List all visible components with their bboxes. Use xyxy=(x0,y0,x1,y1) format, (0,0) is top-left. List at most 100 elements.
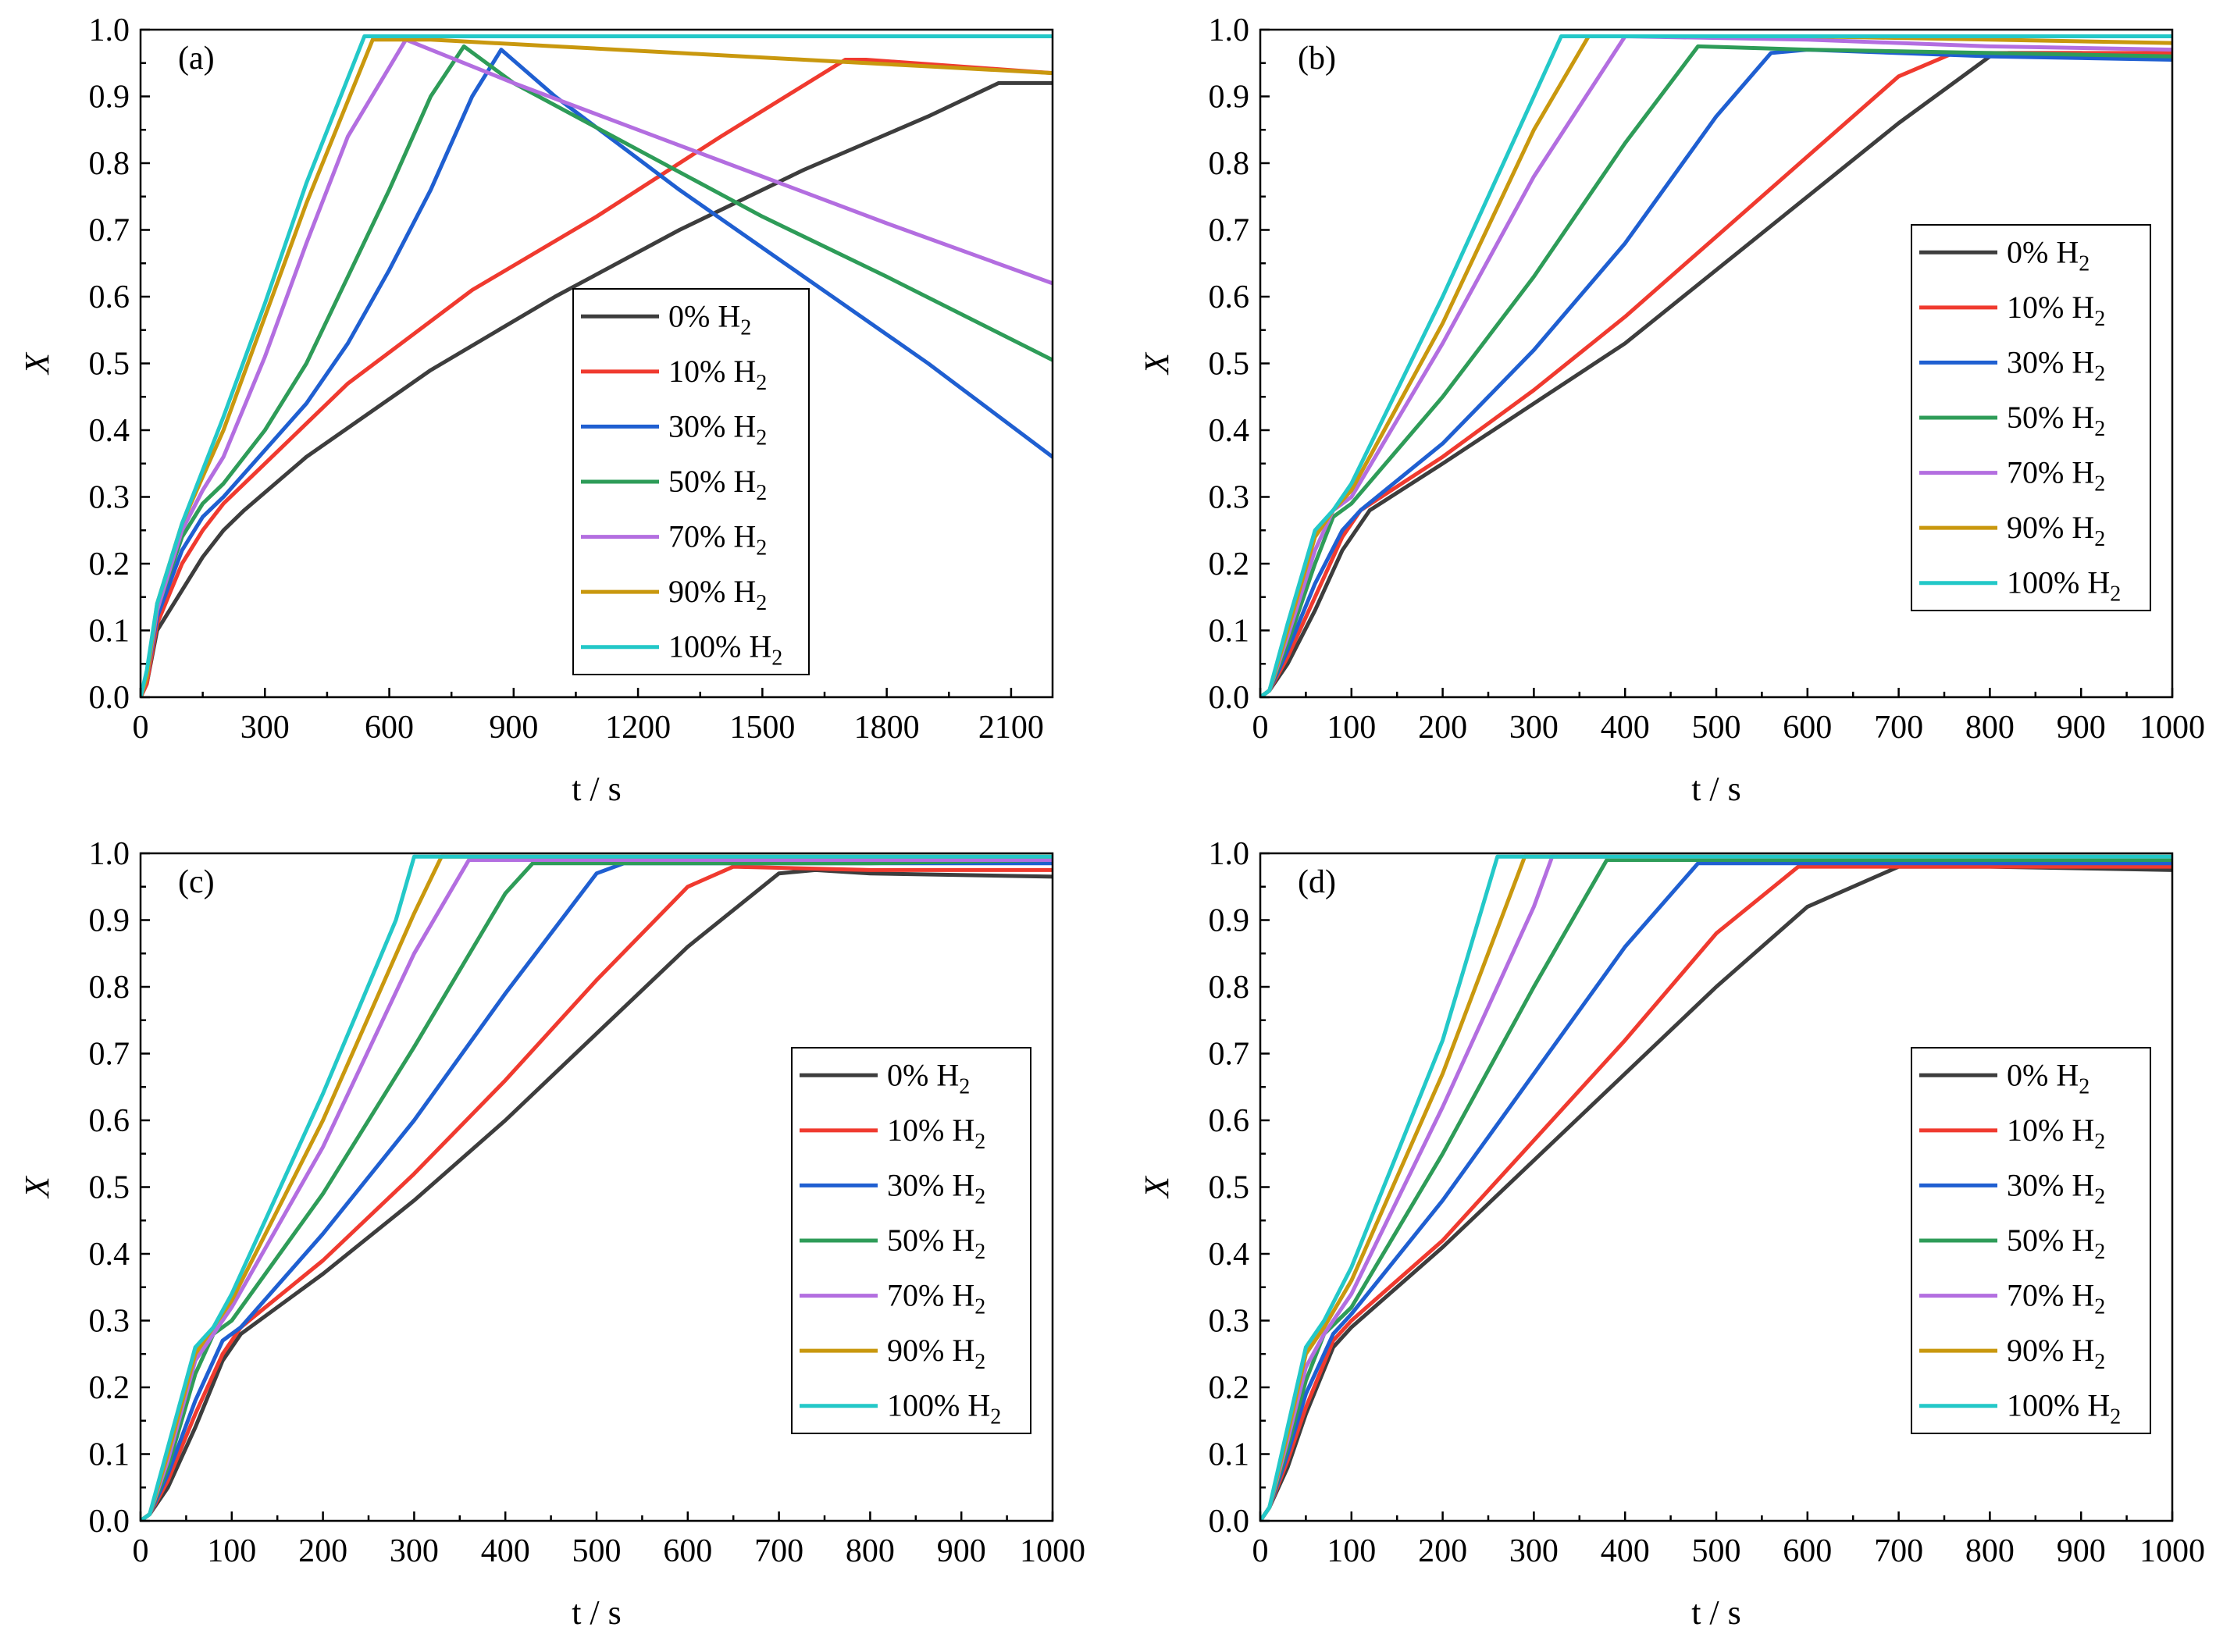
x-axis-label: t / s xyxy=(572,770,622,808)
series-line xyxy=(141,58,1053,697)
y-tick-label: 1.0 xyxy=(89,836,130,872)
legend-entry: 30% H2 xyxy=(2007,1167,2105,1209)
legend-label: 10% H xyxy=(2007,1113,2094,1148)
y-tick-label: 0.4 xyxy=(89,1237,130,1273)
y-tick-label: 0.6 xyxy=(89,1103,130,1139)
x-tick-label: 600 xyxy=(1783,710,1832,746)
x-tick-label: 800 xyxy=(1965,1533,2015,1569)
legend-label: 100% H xyxy=(2007,1388,2110,1423)
x-tick-label: 1000 xyxy=(2139,1533,2205,1569)
legend-entry: 90% H2 xyxy=(887,1333,985,1374)
y-tick-label: 0.8 xyxy=(1209,146,1250,182)
legend-entry: 30% H2 xyxy=(2007,344,2105,386)
legend-entry: 0% H2 xyxy=(887,1057,970,1098)
legend-subscript: 2 xyxy=(2094,417,2105,441)
series-line xyxy=(141,854,1053,1521)
legend-entry: 0% H2 xyxy=(2007,1057,2090,1098)
legend-entry: 10% H2 xyxy=(2007,1113,2105,1154)
legend-subscript: 2 xyxy=(740,315,751,340)
legend-label: 90% H xyxy=(2007,510,2094,545)
x-tick-label: 0 xyxy=(1252,1533,1269,1569)
y-tick-label: 0.5 xyxy=(89,1170,130,1206)
legend-label: 90% H xyxy=(2007,1333,2094,1368)
y-tick-label: 0.2 xyxy=(89,547,130,582)
legend-label: 30% H xyxy=(887,1167,974,1202)
legend-entry: 70% H2 xyxy=(887,1278,985,1319)
series-line xyxy=(1260,34,2172,697)
chart-panel: 0 100 200 300 400 500 600 700 800 900 1000 0.0 0.1 0.… xyxy=(18,836,1085,1632)
x-tick-label: 700 xyxy=(1874,710,1923,746)
legend-label: 100% H xyxy=(2007,565,2110,600)
legend-label: 0% H xyxy=(887,1057,959,1092)
legend-subscript: 2 xyxy=(2110,582,2121,607)
panel-tag: (a) xyxy=(178,41,215,77)
y-tick-label: 0.9 xyxy=(89,903,130,939)
series-line xyxy=(1260,44,2172,697)
y-tick-label: 0.7 xyxy=(1209,213,1250,249)
y-tick-label: 0.1 xyxy=(1209,614,1250,650)
legend-subscript: 2 xyxy=(2094,472,2105,497)
y-tick-label: 0.2 xyxy=(1209,1370,1250,1406)
x-tick-label: 700 xyxy=(1874,1533,1923,1569)
series-line xyxy=(1260,864,2172,1521)
x-tick-label: 0 xyxy=(1252,710,1269,746)
y-tick-label: 0.7 xyxy=(1209,1037,1250,1073)
legend-label: 0% H xyxy=(2007,234,2079,269)
panel-tag: (d) xyxy=(1298,864,1336,900)
x-tick-label: 0 xyxy=(133,710,149,746)
legend-label: 30% H xyxy=(2007,344,2094,379)
series-line xyxy=(141,864,1053,1521)
x-tick-label: 400 xyxy=(481,1533,530,1569)
legend-entry: 90% H2 xyxy=(2007,1333,2105,1374)
x-tick-label: 200 xyxy=(1418,710,1467,746)
legend-label: 0% H xyxy=(2007,1057,2079,1092)
y-axis-label: X xyxy=(18,351,56,376)
legend-subscript: 2 xyxy=(974,1240,985,1264)
x-tick-label: 400 xyxy=(1601,1533,1650,1569)
x-tick-label: 500 xyxy=(1692,710,1741,746)
series-line xyxy=(1260,854,2172,1521)
series-line xyxy=(141,48,1053,697)
legend-label: 90% H xyxy=(887,1333,974,1368)
legend-label: 10% H xyxy=(887,1113,974,1148)
y-tick-label: 0.4 xyxy=(89,413,130,449)
legend-entry: 90% H2 xyxy=(2007,510,2105,551)
x-tick-label: 300 xyxy=(1509,1533,1559,1569)
y-tick-label: 0.0 xyxy=(89,1504,130,1540)
series-group xyxy=(141,854,1053,1521)
legend-entry: 10% H2 xyxy=(2007,290,2105,331)
y-tick-label: 0.8 xyxy=(89,146,130,182)
y-tick-label: 0.3 xyxy=(1209,1304,1250,1340)
x-tick-label: 1000 xyxy=(2139,710,2205,746)
y-tick-label: 0.1 xyxy=(1209,1437,1250,1473)
y-tick-label: 0.6 xyxy=(89,279,130,315)
x-tick-label: 800 xyxy=(846,1533,895,1569)
series-line xyxy=(1260,864,2172,1521)
chart-panel: 0 100 200 300 400 500 600 700 800 900 1000 0.0 0.1 0.… xyxy=(1138,836,2205,1632)
x-tick-label: 2100 xyxy=(978,710,1044,746)
y-tick-label: 0.3 xyxy=(89,480,130,516)
legend-subscript: 2 xyxy=(990,1405,1001,1429)
legend-entry: 50% H2 xyxy=(2007,400,2105,441)
x-tick-label: 300 xyxy=(1509,710,1559,746)
y-tick-label: 0.7 xyxy=(89,213,130,249)
y-tick-label: 0.0 xyxy=(1209,680,1250,716)
legend-subscript: 2 xyxy=(771,646,782,671)
x-tick-label: 700 xyxy=(754,1533,803,1569)
legend-label: 100% H xyxy=(887,1388,990,1423)
legend-label: 50% H xyxy=(2007,400,2094,435)
legend-entry: 30% H2 xyxy=(668,408,767,450)
series-group xyxy=(1260,854,2172,1521)
legend-subscript: 2 xyxy=(2094,1130,2105,1154)
series-line xyxy=(141,37,1053,697)
chart-panel: 0 100 200 300 400 500 600 700 800 900 1000 0.0 0.1 0.… xyxy=(1138,12,2205,808)
legend-entry: 0% H2 xyxy=(2007,234,2090,276)
legend-entry: 100% H2 xyxy=(668,629,782,671)
series-line xyxy=(1260,51,2172,697)
y-tick-label: 0.5 xyxy=(89,347,130,383)
y-tick-label: 1.0 xyxy=(1209,12,1250,48)
x-tick-label: 100 xyxy=(1327,710,1376,746)
legend-subscript: 2 xyxy=(974,1184,985,1209)
